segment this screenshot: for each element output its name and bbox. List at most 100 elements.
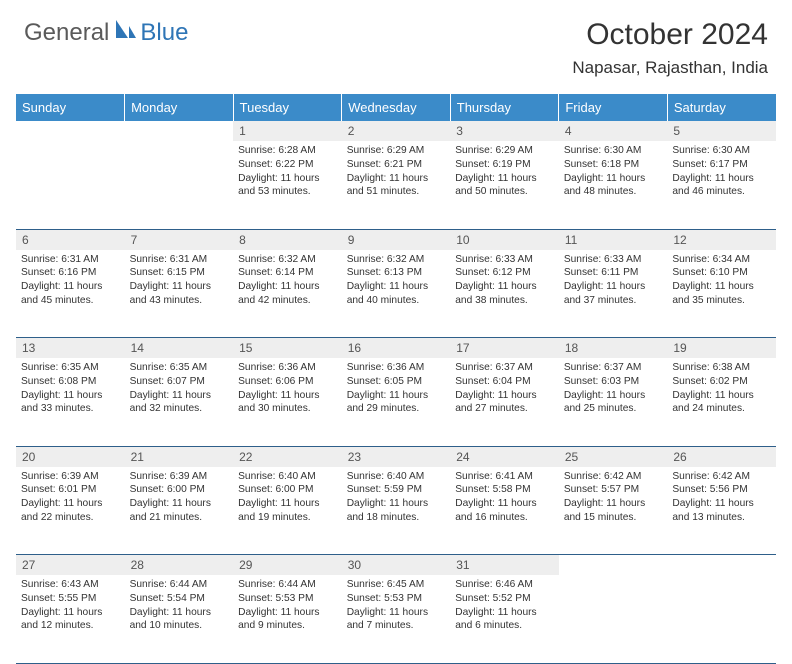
sunrise-line: Sunrise: 6:28 AM	[238, 144, 337, 158]
daylight-line: Daylight: 11 hours and 13 minutes.	[672, 497, 771, 525]
day-cell: Sunrise: 6:46 AMSunset: 5:52 PMDaylight:…	[450, 575, 559, 663]
daylight-line: Daylight: 11 hours and 7 minutes.	[347, 606, 446, 634]
sunset-line: Sunset: 6:10 PM	[672, 266, 771, 280]
daylight-line: Daylight: 11 hours and 22 minutes.	[21, 497, 120, 525]
day-cell: Sunrise: 6:28 AMSunset: 6:22 PMDaylight:…	[233, 141, 342, 229]
sunset-line: Sunset: 5:53 PM	[347, 592, 446, 606]
day-cell: Sunrise: 6:44 AMSunset: 5:54 PMDaylight:…	[125, 575, 234, 663]
day-cell: Sunrise: 6:39 AMSunset: 6:00 PMDaylight:…	[125, 467, 234, 555]
day-cell-body: Sunrise: 6:39 AMSunset: 6:00 PMDaylight:…	[125, 467, 234, 529]
day-cell: Sunrise: 6:37 AMSunset: 6:04 PMDaylight:…	[450, 358, 559, 446]
sunset-line: Sunset: 6:00 PM	[238, 483, 337, 497]
sunset-line: Sunset: 6:03 PM	[564, 375, 663, 389]
day-cell-body	[667, 575, 776, 635]
sunset-line: Sunset: 6:19 PM	[455, 158, 554, 172]
day-number-cell: 6	[16, 229, 125, 250]
daylight-line: Daylight: 11 hours and 46 minutes.	[672, 172, 771, 200]
sunrise-line: Sunrise: 6:43 AM	[21, 578, 120, 592]
daylight-line: Daylight: 11 hours and 35 minutes.	[672, 280, 771, 308]
sunrise-line: Sunrise: 6:42 AM	[672, 470, 771, 484]
day-number-cell: 5	[667, 121, 776, 141]
sunrise-line: Sunrise: 6:33 AM	[564, 253, 663, 267]
day-cell: Sunrise: 6:35 AMSunset: 6:07 PMDaylight:…	[125, 358, 234, 446]
day-cell: Sunrise: 6:38 AMSunset: 6:02 PMDaylight:…	[667, 358, 776, 446]
sunrise-line: Sunrise: 6:35 AM	[21, 361, 120, 375]
day-cell-body: Sunrise: 6:40 AMSunset: 6:00 PMDaylight:…	[233, 467, 342, 529]
daylight-line: Daylight: 11 hours and 30 minutes.	[238, 389, 337, 417]
daylight-line: Daylight: 11 hours and 33 minutes.	[21, 389, 120, 417]
daylight-line: Daylight: 11 hours and 19 minutes.	[238, 497, 337, 525]
day-cell-body: Sunrise: 6:35 AMSunset: 6:08 PMDaylight:…	[16, 358, 125, 420]
day-cell-body: Sunrise: 6:33 AMSunset: 6:12 PMDaylight:…	[450, 250, 559, 312]
day-cell	[16, 141, 125, 229]
sunrise-line: Sunrise: 6:40 AM	[347, 470, 446, 484]
sunrise-line: Sunrise: 6:46 AM	[455, 578, 554, 592]
weekday-header: Friday	[559, 94, 668, 121]
sunrise-line: Sunrise: 6:40 AM	[238, 470, 337, 484]
daylight-line: Daylight: 11 hours and 45 minutes.	[21, 280, 120, 308]
sunrise-line: Sunrise: 6:44 AM	[238, 578, 337, 592]
sunset-line: Sunset: 6:08 PM	[21, 375, 120, 389]
sunrise-line: Sunrise: 6:35 AM	[130, 361, 229, 375]
day-cell-body	[125, 141, 234, 201]
day-cell: Sunrise: 6:40 AMSunset: 5:59 PMDaylight:…	[342, 467, 451, 555]
day-cell-body: Sunrise: 6:44 AMSunset: 5:53 PMDaylight:…	[233, 575, 342, 637]
daylight-line: Daylight: 11 hours and 24 minutes.	[672, 389, 771, 417]
day-number-row: 13141516171819	[16, 338, 776, 359]
sunrise-line: Sunrise: 6:41 AM	[455, 470, 554, 484]
daylight-line: Daylight: 11 hours and 16 minutes.	[455, 497, 554, 525]
sunrise-line: Sunrise: 6:29 AM	[347, 144, 446, 158]
day-number-cell: 12	[667, 229, 776, 250]
day-cell-body: Sunrise: 6:31 AMSunset: 6:15 PMDaylight:…	[125, 250, 234, 312]
sunset-line: Sunset: 5:59 PM	[347, 483, 446, 497]
sunrise-line: Sunrise: 6:42 AM	[564, 470, 663, 484]
sunrise-line: Sunrise: 6:33 AM	[455, 253, 554, 267]
day-cell: Sunrise: 6:37 AMSunset: 6:03 PMDaylight:…	[559, 358, 668, 446]
day-cell-body: Sunrise: 6:28 AMSunset: 6:22 PMDaylight:…	[233, 141, 342, 203]
day-cell-body: Sunrise: 6:39 AMSunset: 6:01 PMDaylight:…	[16, 467, 125, 529]
day-cell	[559, 575, 668, 663]
sunset-line: Sunset: 5:57 PM	[564, 483, 663, 497]
sunrise-line: Sunrise: 6:44 AM	[130, 578, 229, 592]
sunset-line: Sunset: 6:05 PM	[347, 375, 446, 389]
sunrise-line: Sunrise: 6:32 AM	[347, 253, 446, 267]
daylight-line: Daylight: 11 hours and 27 minutes.	[455, 389, 554, 417]
day-cell: Sunrise: 6:36 AMSunset: 6:05 PMDaylight:…	[342, 358, 451, 446]
daylight-line: Daylight: 11 hours and 51 minutes.	[347, 172, 446, 200]
location-text: Napasar, Rajasthan, India	[572, 58, 768, 78]
daylight-line: Daylight: 11 hours and 53 minutes.	[238, 172, 337, 200]
day-number-cell: 19	[667, 338, 776, 359]
daylight-line: Daylight: 11 hours and 40 minutes.	[347, 280, 446, 308]
day-cell-body: Sunrise: 6:33 AMSunset: 6:11 PMDaylight:…	[559, 250, 668, 312]
day-cell-body: Sunrise: 6:32 AMSunset: 6:13 PMDaylight:…	[342, 250, 451, 312]
weekday-header-row: SundayMondayTuesdayWednesdayThursdayFrid…	[16, 94, 776, 121]
day-number-cell: 28	[125, 555, 234, 576]
day-cell: Sunrise: 6:31 AMSunset: 6:16 PMDaylight:…	[16, 250, 125, 338]
sunrise-line: Sunrise: 6:37 AM	[455, 361, 554, 375]
day-number-cell: 14	[125, 338, 234, 359]
week-row: Sunrise: 6:28 AMSunset: 6:22 PMDaylight:…	[16, 141, 776, 229]
day-cell: Sunrise: 6:32 AMSunset: 6:13 PMDaylight:…	[342, 250, 451, 338]
day-cell-body: Sunrise: 6:37 AMSunset: 6:04 PMDaylight:…	[450, 358, 559, 420]
day-cell: Sunrise: 6:32 AMSunset: 6:14 PMDaylight:…	[233, 250, 342, 338]
day-cell-body: Sunrise: 6:30 AMSunset: 6:18 PMDaylight:…	[559, 141, 668, 203]
sunset-line: Sunset: 6:18 PM	[564, 158, 663, 172]
day-cell: Sunrise: 6:30 AMSunset: 6:17 PMDaylight:…	[667, 141, 776, 229]
day-cell-body: Sunrise: 6:42 AMSunset: 5:56 PMDaylight:…	[667, 467, 776, 529]
daylight-line: Daylight: 11 hours and 25 minutes.	[564, 389, 663, 417]
day-number-cell: 11	[559, 229, 668, 250]
day-cell-body: Sunrise: 6:32 AMSunset: 6:14 PMDaylight:…	[233, 250, 342, 312]
day-number-cell	[16, 121, 125, 141]
week-row: Sunrise: 6:35 AMSunset: 6:08 PMDaylight:…	[16, 358, 776, 446]
day-cell-body: Sunrise: 6:34 AMSunset: 6:10 PMDaylight:…	[667, 250, 776, 312]
day-number-cell: 1	[233, 121, 342, 141]
sunrise-line: Sunrise: 6:34 AM	[672, 253, 771, 267]
brand-text-1: General	[24, 19, 109, 47]
sunset-line: Sunset: 5:55 PM	[21, 592, 120, 606]
sunrise-line: Sunrise: 6:38 AM	[672, 361, 771, 375]
day-number-cell: 26	[667, 446, 776, 467]
day-number-cell: 10	[450, 229, 559, 250]
weekday-header: Sunday	[16, 94, 125, 121]
day-cell: Sunrise: 6:42 AMSunset: 5:57 PMDaylight:…	[559, 467, 668, 555]
daylight-line: Daylight: 11 hours and 42 minutes.	[238, 280, 337, 308]
